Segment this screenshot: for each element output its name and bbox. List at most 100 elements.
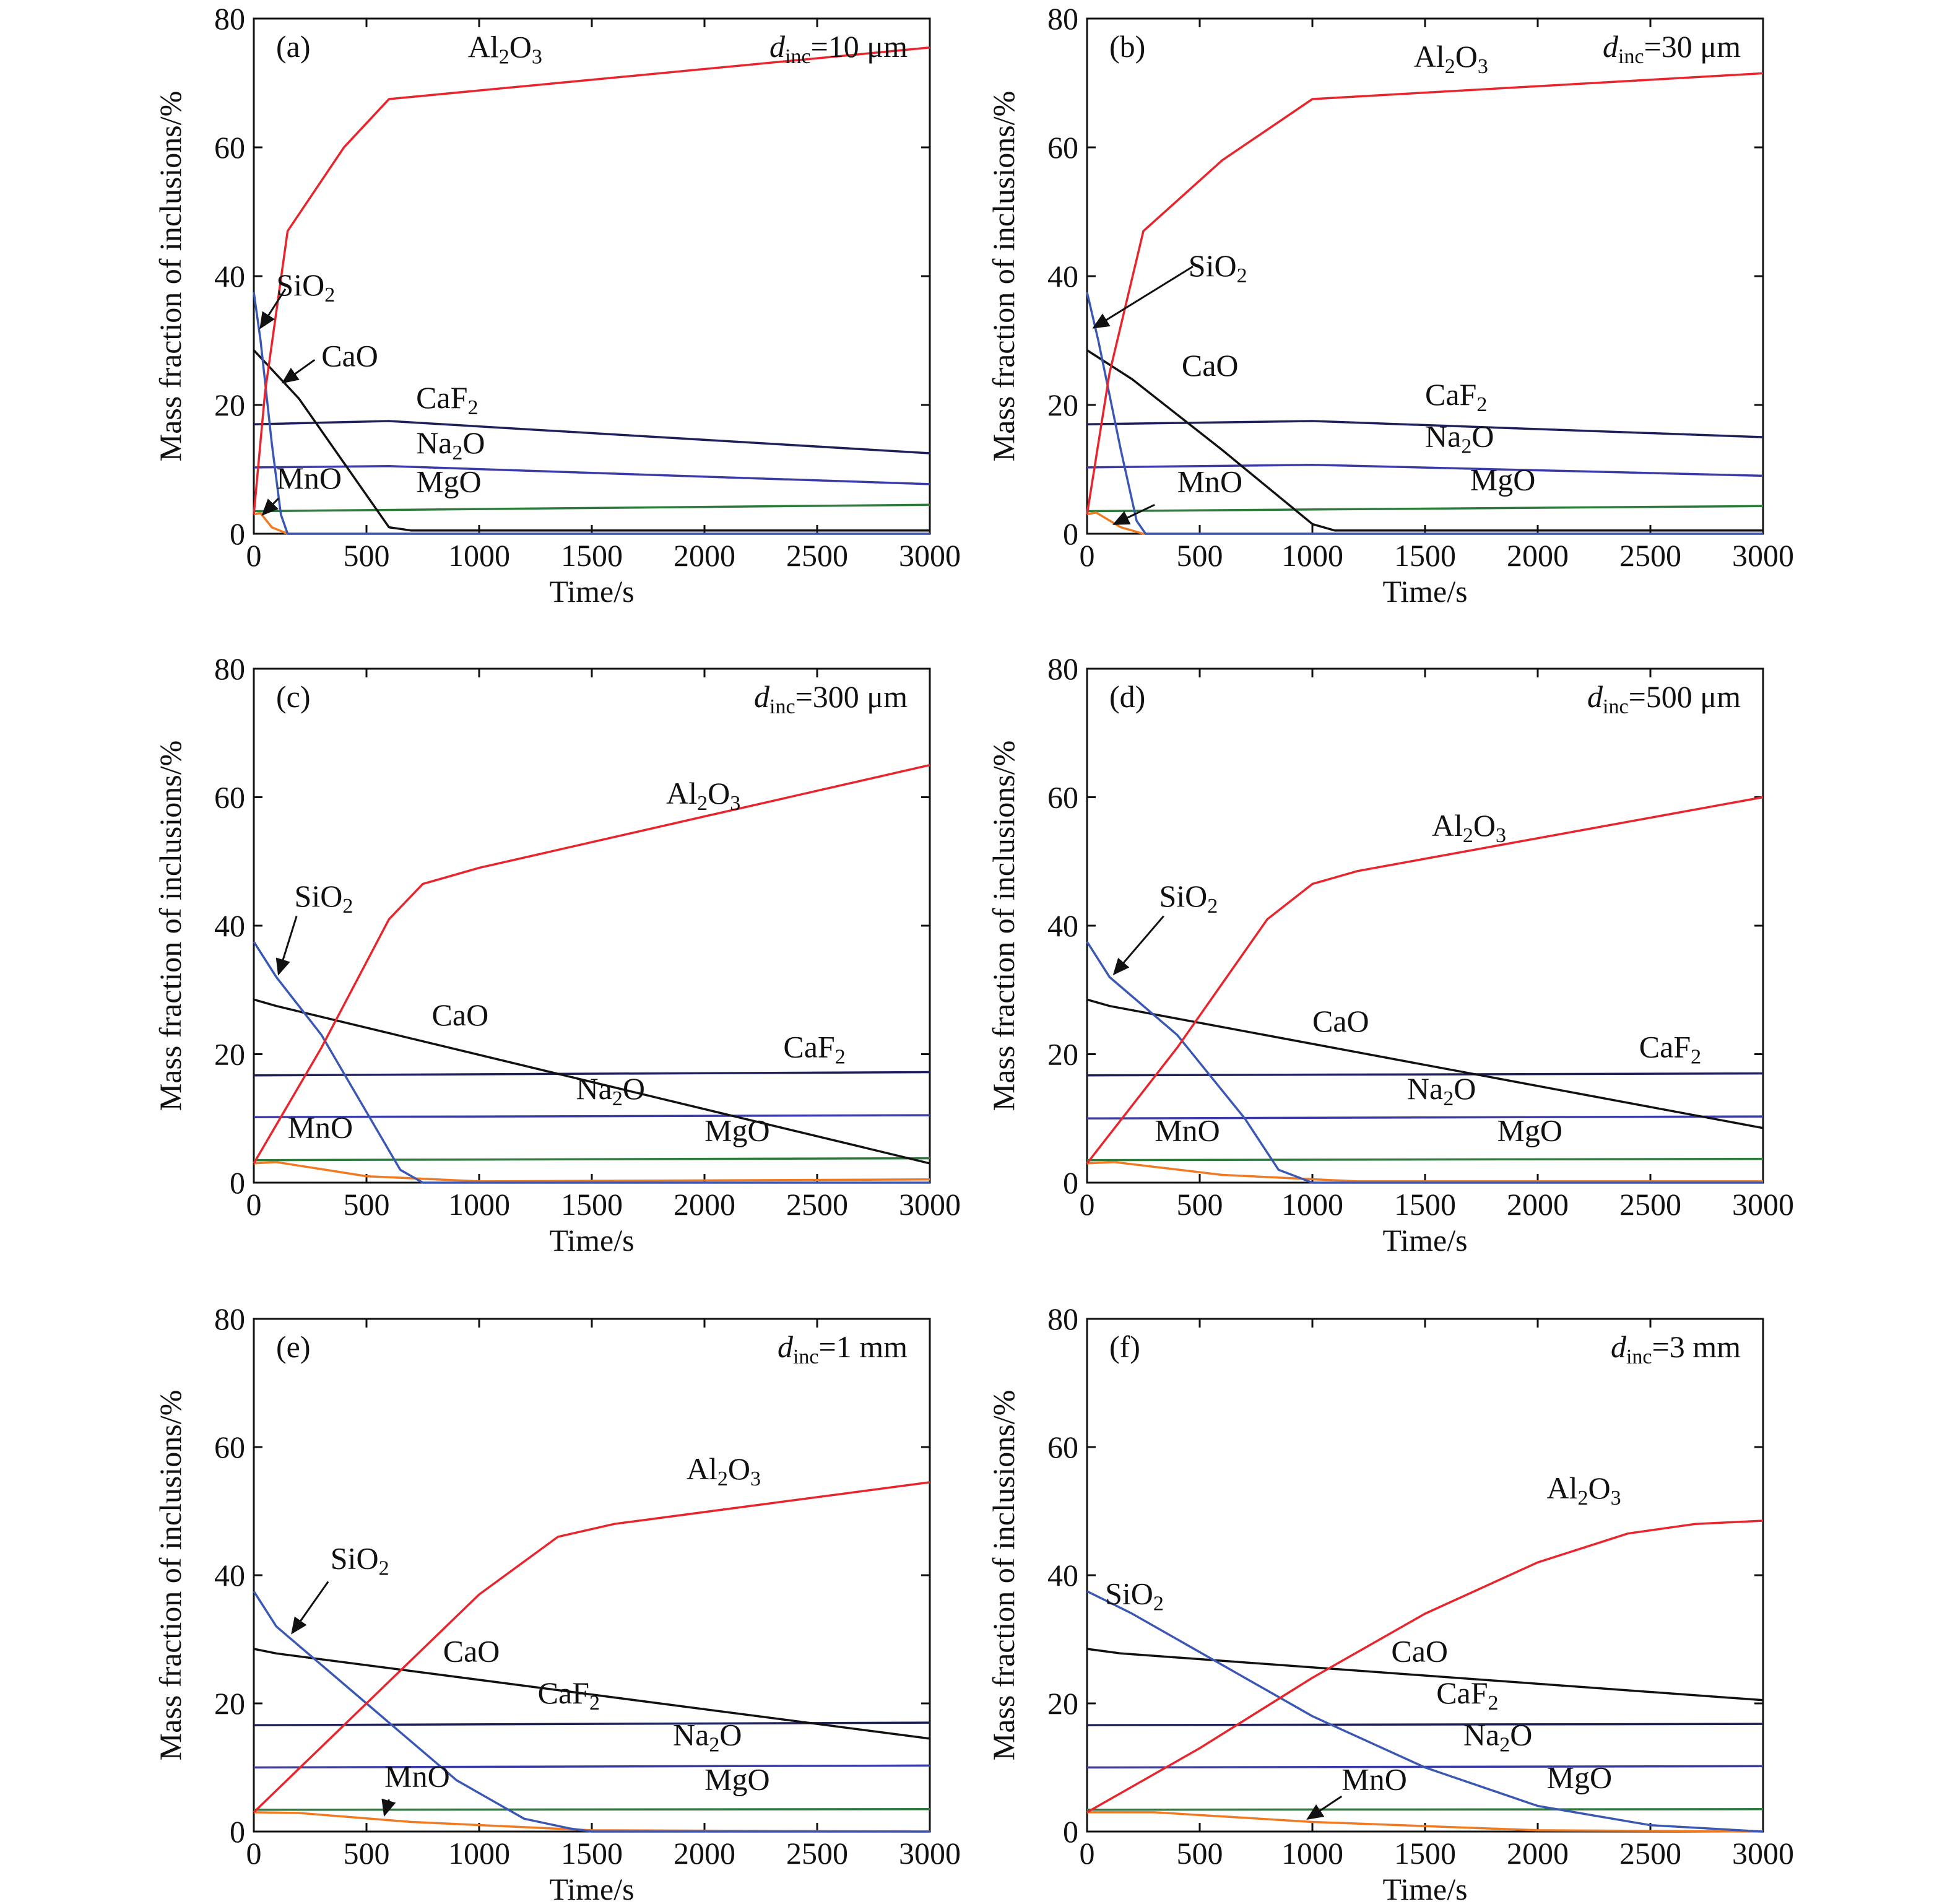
series-label-mno: MnO (1341, 1762, 1407, 1797)
series-label-mgo: MgO (1497, 1113, 1562, 1148)
series-line-mgo (253, 503, 930, 513)
series-label-al2o3: Al2O3 (1547, 1471, 1621, 1510)
series-line-mno (253, 1161, 930, 1183)
x-tick-label: 1500 (561, 538, 623, 573)
x-tick-label: 2500 (1619, 1836, 1681, 1871)
particle-size-label: dinc=30 μm (1603, 29, 1741, 68)
y-tick-label: 80 (214, 651, 245, 686)
x-tick-label: 3000 (899, 1836, 961, 1871)
x-tick-label: 2000 (1507, 1187, 1569, 1222)
chart-panel: 0 500 1000 1500 2000 2500 3000 0 20 40 60 80 Time/s M… (153, 1302, 961, 1904)
y-tick-label: 60 (214, 1430, 245, 1464)
series-line-al2o3 (253, 1481, 930, 1814)
series-line-sio2 (253, 1590, 930, 1833)
series-line-mgo (1086, 505, 1764, 513)
panel-tag: (d) (1109, 679, 1145, 714)
x-tick-label: 0 (1080, 538, 1095, 573)
y-tick-label: 40 (1047, 908, 1078, 943)
pointer-arrow (261, 497, 280, 516)
particle-size-label: dinc=500 μm (1587, 679, 1741, 718)
series-label-mgo: MgO (1470, 462, 1536, 497)
series-line-al2o3 (1086, 1519, 1764, 1814)
series-label-mno: MnO (1177, 464, 1243, 498)
x-tick-label: 1000 (1281, 538, 1343, 573)
x-axis-title: Time/s (1382, 1223, 1467, 1258)
series-label-na2o: Na2O (416, 425, 485, 464)
y-axis-title: Mass fraction of inclusions/% (153, 1390, 188, 1761)
y-tick-label: 40 (214, 908, 245, 943)
x-tick-label: 2000 (674, 1836, 735, 1871)
series-label-cao: CaO (432, 998, 489, 1032)
series-label-sio2: SiO2 (1159, 879, 1218, 918)
pointer-arrow (1112, 915, 1164, 976)
series-line-al2o3 (1086, 72, 1764, 515)
x-tick-label: 2500 (1619, 538, 1681, 573)
x-tick-label: 1500 (1394, 538, 1456, 573)
series-label-cao: CaO (1182, 348, 1239, 383)
y-tick-label: 40 (1047, 1558, 1078, 1593)
y-axis-title: Mass fraction of inclusions/% (153, 741, 188, 1111)
panel-tag: (a) (276, 29, 311, 64)
series-line-mgo (1086, 1808, 1764, 1811)
series-line-mno (1086, 1161, 1763, 1183)
panel-tag: (f) (1109, 1329, 1140, 1364)
y-axis-title: Mass fraction of inclusions/% (153, 91, 188, 462)
series-label-na2o: Na2O (1407, 1071, 1476, 1110)
series-line-sio2 (253, 292, 930, 535)
x-tick-label: 500 (344, 1187, 390, 1222)
x-tick-label: 1000 (448, 538, 510, 573)
y-tick-label: 0 (1063, 516, 1078, 551)
series-label-sio2: SiO2 (1105, 1576, 1164, 1615)
x-tick-label: 0 (1080, 1187, 1095, 1222)
x-tick-label: 1500 (561, 1836, 623, 1871)
pointer-arrow (275, 915, 298, 976)
series-label-na2o: Na2O (576, 1071, 645, 1110)
panel-tag: (e) (276, 1329, 311, 1364)
pointer-arrow (281, 359, 316, 384)
particle-size-label: dinc=10 μm (769, 29, 908, 68)
series-label-mgo: MgO (704, 1113, 770, 1148)
particle-size-label: dinc=1 mm (778, 1329, 908, 1368)
x-tick-label: 1000 (448, 1836, 510, 1871)
series-line-cao (1086, 1648, 1764, 1702)
panel-tag: (c) (276, 679, 311, 714)
y-tick-label: 0 (1063, 1814, 1078, 1849)
series-label-mno: MnO (276, 461, 342, 495)
x-tick-label: 2500 (786, 538, 848, 573)
y-tick-label: 60 (214, 130, 245, 165)
y-tick-label: 80 (1047, 1, 1078, 36)
x-tick-label: 500 (1177, 1187, 1223, 1222)
y-tick-label: 20 (214, 1037, 245, 1072)
series-line-cao (253, 1648, 930, 1740)
x-tick-label: 0 (246, 538, 262, 573)
chart-panel: 0 500 1000 1500 2000 2500 3000 0 20 40 60 80 Time/s M… (986, 1, 1794, 609)
series-line-na2o (253, 1764, 930, 1769)
y-tick-label: 0 (230, 1165, 245, 1200)
series-line-na2o (1086, 1115, 1764, 1120)
pointer-arrow (1306, 1795, 1343, 1820)
pointer-arrow (1112, 503, 1155, 525)
series-line-cao (1086, 998, 1764, 1129)
chart-panel: 0 500 1000 1500 2000 2500 3000 0 20 40 60 80 Time/s M… (153, 1, 961, 609)
series-label-mno: MnO (1155, 1113, 1220, 1148)
series-label-na2o: Na2O (1463, 1717, 1532, 1756)
x-tick-label: 3000 (1732, 538, 1794, 573)
y-tick-label: 0 (230, 516, 245, 551)
series-label-cao: CaO (443, 1634, 500, 1669)
y-tick-label: 40 (214, 1558, 245, 1593)
pointer-arrow (1092, 266, 1194, 329)
series-line-al2o3 (1086, 796, 1764, 1164)
series-line-mgo (253, 1808, 930, 1811)
series-line-caf2 (1086, 1072, 1764, 1077)
x-tick-label: 1000 (448, 1187, 510, 1222)
series-line-al2o3 (253, 763, 930, 1164)
x-tick-label: 1000 (1281, 1836, 1343, 1871)
series-label-al2o3: Al2O3 (666, 776, 740, 815)
series-label-caf2: CaF2 (1425, 377, 1487, 416)
x-tick-label: 2500 (786, 1836, 848, 1871)
series-label-cao: CaO (1391, 1634, 1448, 1669)
pointer-arrow (259, 288, 287, 329)
y-axis-title: Mass fraction of inclusions/% (986, 741, 1021, 1111)
x-tick-label: 3000 (899, 1187, 961, 1222)
x-tick-label: 500 (1177, 1836, 1223, 1871)
